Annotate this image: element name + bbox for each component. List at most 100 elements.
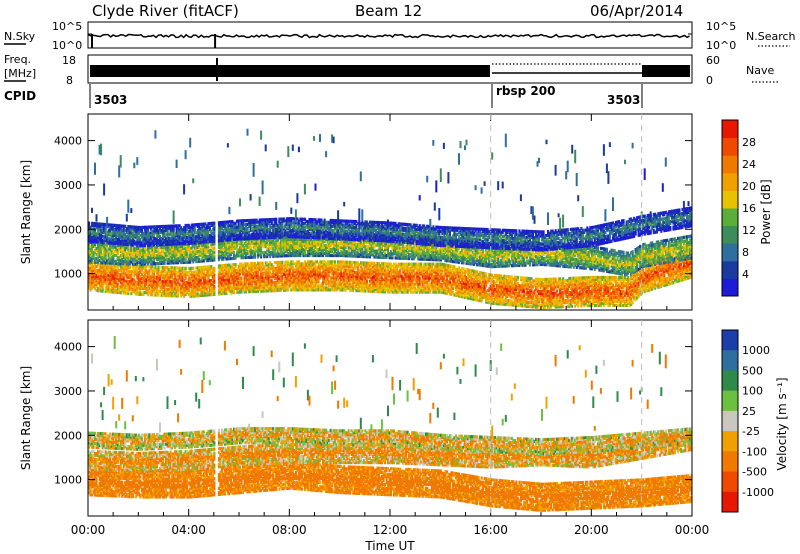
heatmap-cell [165, 265, 168, 270]
heatmap-cell [136, 252, 139, 256]
heatmap-cell [121, 287, 124, 291]
heatmap-cell [94, 234, 97, 238]
heatmap-cell [183, 228, 186, 232]
heatmap-cell [146, 248, 149, 252]
heatmap-cell [116, 264, 119, 269]
heatmap-cell [124, 273, 127, 277]
heatmap-cell [101, 283, 104, 287]
heatmap-cell [174, 268, 177, 272]
heatmap-cell [140, 284, 143, 288]
heatmap-cell [187, 260, 190, 264]
heatmap-cell [154, 227, 157, 231]
heatmap-cell [174, 292, 177, 296]
heatmap-cell [204, 279, 207, 283]
heatmap-cell [137, 284, 140, 288]
heatmap-cell [303, 183, 306, 195]
heatmap-cell [180, 256, 183, 261]
heatmap-cell [95, 271, 98, 275]
heatmap-cell [94, 280, 97, 284]
heatmap-cell [180, 290, 183, 294]
heatmap-cell [122, 232, 125, 236]
heatmap-cell [113, 227, 116, 231]
heatmap-cell [156, 256, 159, 260]
heatmap-cell [91, 258, 94, 262]
heatmap-cell [136, 270, 139, 274]
heatmap-cell [92, 282, 95, 286]
heatmap-cell [149, 241, 152, 245]
heatmap-cell [162, 275, 165, 279]
heatmap-cell [169, 255, 172, 259]
heatmap-cell [112, 278, 115, 282]
heatmap-cell [152, 243, 155, 247]
heatmap-cell [151, 285, 154, 289]
nsky-tick-bottom-right: 10^0 [706, 39, 736, 52]
heatmap-cell [134, 266, 137, 270]
heatmap-cell [154, 265, 157, 269]
heatmap-cell [145, 271, 148, 275]
heatmap-cell [139, 241, 142, 246]
heatmap-cell [199, 226, 202, 230]
heatmap-cell [159, 245, 162, 250]
heatmap-cell [122, 242, 125, 246]
heatmap-cell [169, 226, 172, 230]
heatmap-cell [149, 275, 152, 279]
heatmap-cell [98, 234, 101, 238]
heatmap-cell [208, 254, 211, 258]
heatmap-cell [183, 256, 186, 260]
heatmap-cell [190, 288, 193, 292]
heatmap-cell [169, 280, 172, 284]
heatmap-cell [208, 226, 211, 230]
heatmap-cell [166, 284, 169, 288]
heatmap-cell [101, 224, 104, 228]
heatmap-cell [175, 257, 178, 261]
heatmap-cell [210, 221, 213, 225]
heatmap-cell [127, 250, 130, 254]
cpid-segment-1: 3503 [94, 93, 127, 107]
heatmap-cell [171, 294, 174, 298]
heatmap-cell [130, 241, 133, 245]
heatmap-cell [127, 237, 130, 241]
heatmap-cell [163, 224, 166, 229]
heatmap-cell [166, 234, 169, 238]
heatmap-cell [127, 199, 130, 213]
heatmap-cell [213, 246, 216, 250]
heatmap-cell [88, 244, 91, 248]
heatmap-cell [181, 242, 184, 246]
heatmap-cell [118, 230, 121, 234]
heatmap-cell [160, 225, 163, 229]
heatmap-cell [193, 229, 196, 233]
heatmap-cell [190, 280, 193, 284]
heatmap-cell [151, 262, 154, 266]
heatmap-cell [121, 246, 124, 250]
heatmap-cell [177, 280, 180, 284]
heatmap-cell [112, 239, 115, 243]
heatmap-cell [184, 252, 187, 256]
heatmap-cell [202, 222, 205, 226]
heatmap-cell [166, 290, 169, 294]
heatmap-cell [113, 233, 116, 237]
heatmap-cell [92, 276, 95, 280]
heatmap-cell [89, 250, 92, 254]
heatmap-cell [142, 258, 145, 262]
heatmap-cell [109, 272, 112, 276]
heatmap-cell [92, 280, 95, 284]
heatmap-cell [136, 237, 139, 241]
heatmap-cell [204, 243, 207, 247]
heatmap-cell [264, 144, 267, 152]
heatmap-cell [104, 225, 107, 229]
heatmap-cell [143, 273, 146, 277]
heatmap-cell [157, 253, 160, 258]
heatmap-cell [142, 243, 145, 247]
heatmap-cell [196, 266, 199, 270]
heatmap-cell [199, 236, 202, 240]
heatmap-cell [140, 292, 143, 296]
heatmap-cell [213, 292, 216, 296]
heatmap-cell [124, 256, 127, 260]
heatmap-cell [204, 287, 207, 291]
heatmap-cell [118, 224, 121, 228]
heatmap-cell [112, 227, 115, 231]
heatmap-cell [107, 253, 110, 257]
heatmap-cell [139, 278, 142, 282]
heatmap-cell [151, 269, 154, 273]
heatmap-cell [202, 236, 205, 240]
